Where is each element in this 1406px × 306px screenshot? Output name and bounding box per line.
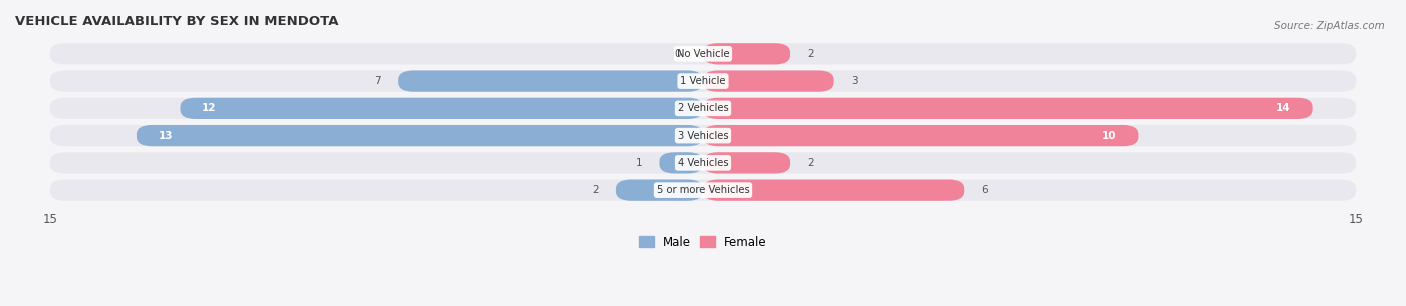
Text: No Vehicle: No Vehicle <box>676 49 730 59</box>
Text: 7: 7 <box>374 76 381 86</box>
FancyBboxPatch shape <box>703 152 790 174</box>
Text: 4 Vehicles: 4 Vehicles <box>678 158 728 168</box>
FancyBboxPatch shape <box>49 152 1357 174</box>
FancyBboxPatch shape <box>703 98 1313 119</box>
FancyBboxPatch shape <box>703 180 965 201</box>
Text: 5 or more Vehicles: 5 or more Vehicles <box>657 185 749 195</box>
FancyBboxPatch shape <box>703 70 834 92</box>
FancyBboxPatch shape <box>49 43 1357 65</box>
FancyBboxPatch shape <box>136 125 703 146</box>
FancyBboxPatch shape <box>703 43 790 65</box>
Text: 2: 2 <box>807 158 814 168</box>
Text: 12: 12 <box>202 103 217 113</box>
Text: 3: 3 <box>851 76 858 86</box>
Text: VEHICLE AVAILABILITY BY SEX IN MENDOTA: VEHICLE AVAILABILITY BY SEX IN MENDOTA <box>15 15 339 28</box>
FancyBboxPatch shape <box>659 152 703 174</box>
Text: 2: 2 <box>807 49 814 59</box>
Text: 10: 10 <box>1102 131 1116 141</box>
Text: 3 Vehicles: 3 Vehicles <box>678 131 728 141</box>
FancyBboxPatch shape <box>49 180 1357 201</box>
FancyBboxPatch shape <box>180 98 703 119</box>
FancyBboxPatch shape <box>703 125 1139 146</box>
FancyBboxPatch shape <box>49 125 1357 146</box>
Text: 1 Vehicle: 1 Vehicle <box>681 76 725 86</box>
FancyBboxPatch shape <box>49 70 1357 92</box>
Text: 1: 1 <box>636 158 643 168</box>
Legend: Male, Female: Male, Female <box>634 231 772 253</box>
Text: 13: 13 <box>159 131 173 141</box>
Text: 14: 14 <box>1277 103 1291 113</box>
Text: 2: 2 <box>592 185 599 195</box>
FancyBboxPatch shape <box>49 98 1357 119</box>
Text: Source: ZipAtlas.com: Source: ZipAtlas.com <box>1274 21 1385 32</box>
FancyBboxPatch shape <box>398 70 703 92</box>
Text: 0: 0 <box>675 49 682 59</box>
FancyBboxPatch shape <box>616 180 703 201</box>
Text: 6: 6 <box>981 185 988 195</box>
Text: 2 Vehicles: 2 Vehicles <box>678 103 728 113</box>
